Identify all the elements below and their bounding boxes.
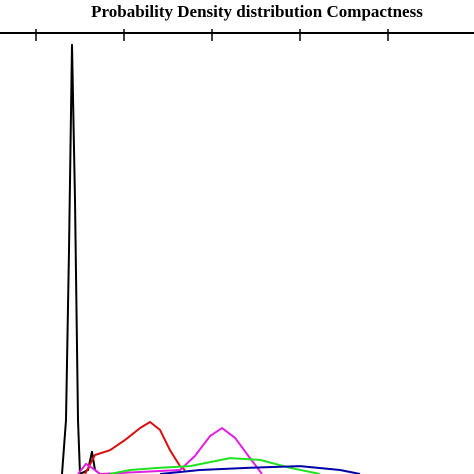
- density-line: [61, 43, 101, 474]
- density-line: [84, 421, 186, 474]
- density-line: [77, 427, 263, 474]
- density-line: [159, 465, 361, 474]
- chart-title: Probability Density distribution Compact…: [91, 2, 423, 21]
